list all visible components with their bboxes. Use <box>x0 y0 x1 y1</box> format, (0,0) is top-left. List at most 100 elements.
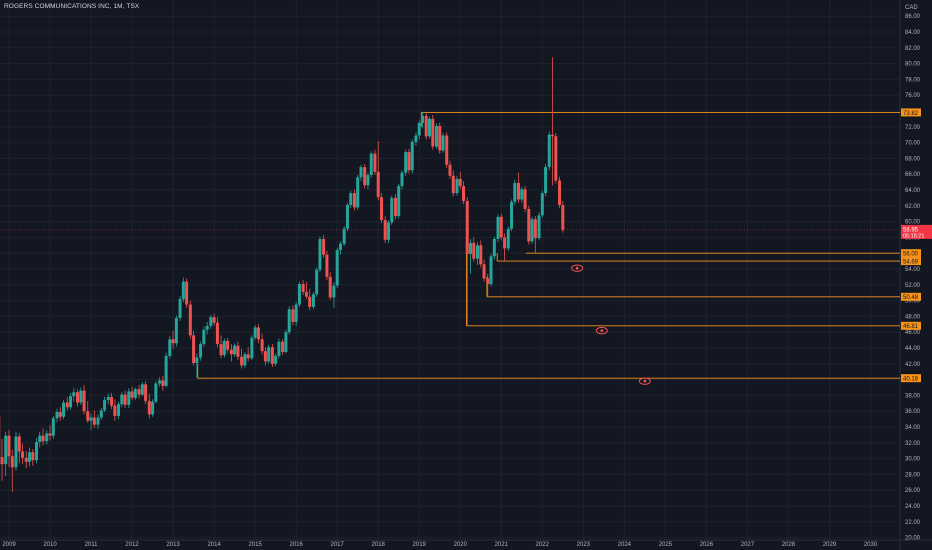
candle <box>451 170 455 197</box>
candle-body <box>34 442 38 461</box>
candle <box>161 375 165 391</box>
y-tick-label: 82.00 <box>905 46 921 52</box>
candle <box>523 186 527 213</box>
candle <box>185 278 189 308</box>
candle <box>499 213 503 241</box>
candle-body <box>281 341 285 352</box>
level-price-label: 56.00 <box>903 252 919 258</box>
candle-body <box>482 264 486 279</box>
candle <box>390 195 394 225</box>
x-tick-label: 2009 <box>2 542 16 548</box>
y-tick-label: 42.00 <box>905 362 921 368</box>
candle <box>144 381 148 405</box>
alert-marker-ring <box>571 264 584 272</box>
x-tick-label: 2029 <box>823 542 837 548</box>
candle <box>356 174 360 210</box>
candle-body <box>308 296 312 307</box>
candle-body <box>335 250 339 286</box>
candle-body <box>202 329 206 345</box>
candle-body <box>192 335 196 364</box>
candle <box>222 338 226 358</box>
x-tick-label: 2028 <box>782 542 796 548</box>
candle-body <box>537 215 541 239</box>
candle <box>181 277 185 303</box>
x-tick-label: 2018 <box>372 542 386 548</box>
candle <box>513 179 517 206</box>
candle-body <box>260 339 264 352</box>
candle <box>369 151 373 178</box>
candle-body <box>311 294 315 307</box>
y-tick-label: 86.00 <box>905 14 921 20</box>
candle-body <box>390 197 394 223</box>
candle <box>322 235 326 258</box>
candle <box>407 148 411 174</box>
candle <box>65 396 69 411</box>
candle-body <box>219 344 223 356</box>
candle-body <box>554 136 558 181</box>
candle-body <box>376 171 380 198</box>
candle <box>325 250 329 281</box>
candle-body <box>55 411 59 419</box>
candle <box>424 113 428 140</box>
level-price-label: 73.82 <box>903 111 919 117</box>
candle <box>448 160 452 179</box>
candle <box>311 291 315 310</box>
countdown-label: 05:15:21 <box>903 234 924 240</box>
candle-body <box>363 167 367 186</box>
candle-body <box>103 400 107 411</box>
candle-body <box>510 201 514 229</box>
candle <box>86 400 90 424</box>
candle-body <box>328 276 332 298</box>
candle <box>274 353 278 367</box>
last-price-label: 58.95 <box>903 227 919 233</box>
x-tick-label: 2013 <box>166 542 180 548</box>
candle-body <box>359 167 363 178</box>
candle-body <box>523 189 527 209</box>
candle-body <box>517 182 521 200</box>
candle <box>469 238 473 274</box>
candle-body <box>274 355 278 364</box>
candle <box>363 163 367 189</box>
candle-body <box>58 411 62 417</box>
candle-body <box>458 178 462 187</box>
x-tick-label: 2024 <box>618 542 632 548</box>
candle <box>151 399 155 417</box>
candle-body <box>448 164 452 176</box>
y-tick-label: 46.00 <box>905 330 921 336</box>
candle <box>421 112 425 129</box>
candle-body <box>164 355 168 386</box>
candle <box>270 344 274 367</box>
level-price-label: 54.69 <box>903 260 919 266</box>
candle-body <box>185 281 189 305</box>
candle-body <box>427 118 431 137</box>
candle-body <box>356 177 360 208</box>
candle-body <box>82 390 86 412</box>
candle <box>287 306 291 335</box>
candle-body <box>469 242 473 254</box>
candle <box>479 240 483 268</box>
candle-body <box>451 175 455 194</box>
candle <box>431 114 435 150</box>
candle-body <box>267 347 271 362</box>
candle-body <box>438 126 442 151</box>
x-tick-label: 2030 <box>864 542 878 548</box>
candle <box>246 347 250 362</box>
candle-body <box>17 436 21 452</box>
candle <box>315 267 319 297</box>
candle-body <box>137 389 141 395</box>
y-tick-label: 34.00 <box>905 425 921 431</box>
candle <box>359 164 363 182</box>
candle <box>168 336 172 359</box>
candle <box>510 199 514 232</box>
candle <box>383 216 387 243</box>
candle-body <box>4 435 8 465</box>
candle <box>82 385 86 415</box>
candle <box>352 189 356 211</box>
candle-body <box>547 134 551 168</box>
candle <box>117 401 121 420</box>
candle <box>301 280 305 296</box>
candle-body <box>297 284 301 305</box>
x-tick-label: 2023 <box>577 542 591 548</box>
candle-body <box>472 242 476 259</box>
